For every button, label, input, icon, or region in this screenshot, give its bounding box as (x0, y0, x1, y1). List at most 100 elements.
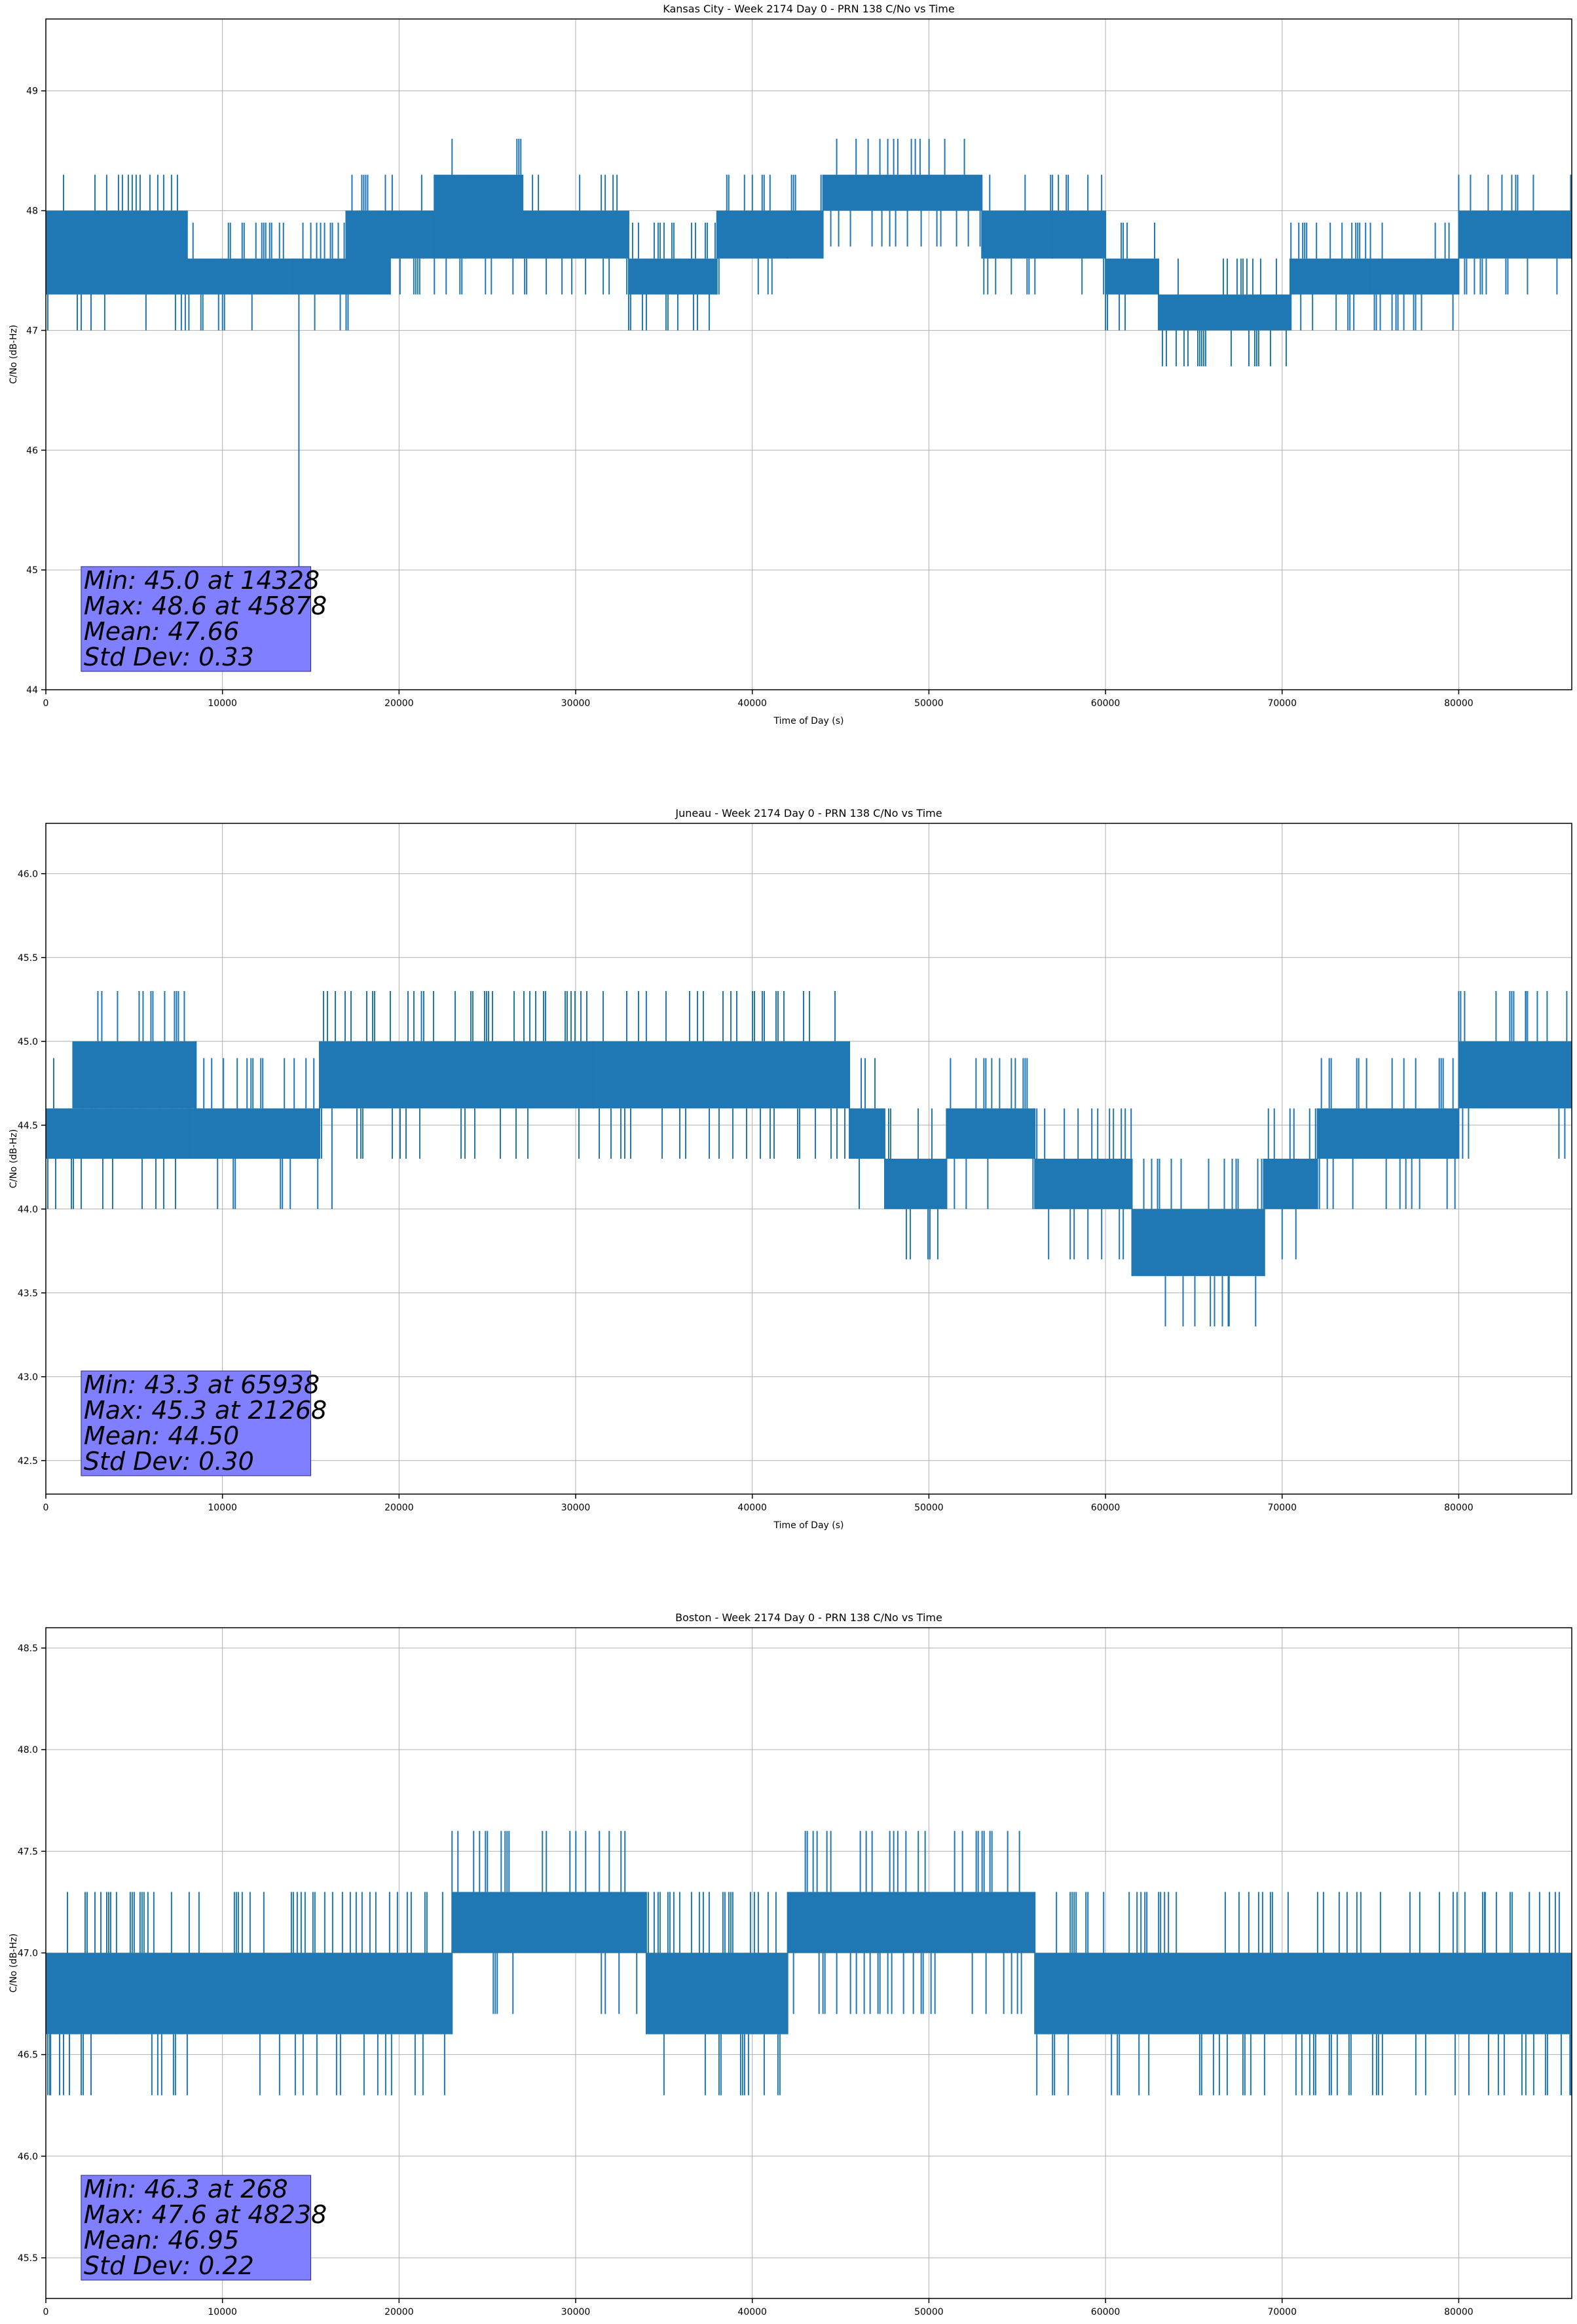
series-band (787, 210, 823, 259)
series-band-segment (319, 991, 594, 1159)
series-band-segment (523, 174, 629, 295)
series-band-segment (646, 1892, 788, 2095)
series-band-segment (849, 1058, 885, 1209)
y-tick-label: 43.0 (18, 1372, 38, 1383)
series-band-segment (787, 174, 824, 259)
series-band (116, 1953, 453, 2034)
series-band-segment (1193, 1892, 1572, 2095)
x-tick-label: 60000 (1091, 2307, 1121, 2317)
series-band (849, 1108, 885, 1159)
series-band-segment (946, 1058, 1036, 1209)
axes-frame (45, 1627, 1572, 2299)
y-tick-label: 47 (26, 326, 38, 336)
stats-line: Mean: 44.50 (84, 1421, 239, 1450)
series-band (823, 174, 982, 211)
series-band-segment (345, 174, 391, 331)
series-band-segment (1369, 210, 1460, 331)
series-band (787, 1892, 1035, 1953)
series-band (1132, 1209, 1265, 1277)
y-tick-label: 48.5 (18, 1643, 38, 1654)
series-band-segment (98, 174, 188, 331)
series-band-segment (196, 1041, 320, 1209)
series-band (46, 1953, 117, 2034)
stats-line: Std Dev: 0.22 (84, 2251, 254, 2280)
series-band-segment (46, 1892, 117, 2095)
series-band (346, 210, 390, 295)
y-tick-label: 46.5 (18, 2050, 38, 2061)
x-tick-label: 80000 (1444, 698, 1474, 709)
stats-line: Max: 48.6 at 45878 (84, 591, 327, 620)
series-band (319, 1041, 593, 1109)
series-band-segment (434, 138, 524, 295)
y-tick-label: 44 (26, 685, 38, 696)
series-band (1105, 258, 1159, 295)
series-band-segment (46, 174, 100, 331)
series-band-segment (593, 991, 851, 1159)
series-band-segment (1317, 1041, 1460, 1209)
series-band (390, 210, 435, 259)
stats-box (81, 1370, 312, 1476)
stats-line: Min: 43.3 at 65938 (84, 1370, 320, 1399)
series-band (628, 258, 717, 295)
chart-panel-2: 0 10000 20000 30000 40000 50000 60000 70000 8000… (9, 1611, 1572, 2317)
x-tick-label: 30000 (561, 1503, 591, 1513)
series-band (1264, 1159, 1318, 1209)
axes-frame (45, 823, 1572, 1495)
series-band (98, 210, 187, 295)
stats-box (81, 566, 312, 672)
x-tick-label: 10000 (208, 1503, 237, 1513)
series-band (293, 258, 346, 295)
series-band-segment (115, 1892, 453, 2095)
x-tick-label: 30000 (561, 698, 591, 709)
x-tick-label: 10000 (208, 2307, 237, 2317)
series-band (187, 258, 293, 295)
y-axis-label: C/No (dB-Hz) (9, 1934, 19, 1993)
chart-title: Kansas City - Week 2174 Day 0 - PRN 138 … (663, 3, 954, 15)
series-band-segment (982, 174, 1054, 295)
x-tick-label: 40000 (737, 2307, 767, 2317)
stats-box (81, 2175, 312, 2281)
y-tick-label: 48.0 (18, 1745, 38, 1755)
series-band (1291, 258, 1371, 295)
y-tick-label: 45 (26, 565, 38, 576)
y-tick-label: 49 (26, 86, 38, 97)
series-band (1458, 210, 1572, 259)
y-tick-label: 45.5 (18, 953, 38, 964)
series-band-segment (1458, 991, 1572, 1159)
x-tick-label: 0 (43, 1503, 49, 1513)
stats-line: Std Dev: 0.33 (84, 643, 254, 671)
series-band-segment (787, 1831, 1036, 2034)
chart-panel-0: 0 10000 20000 30000 40000 50000 60000 70000 8000… (9, 3, 1572, 726)
series-band-segment (823, 138, 983, 259)
series-band-segment (72, 991, 197, 1159)
series-band (46, 210, 99, 295)
x-tick-label: 60000 (1091, 698, 1121, 709)
series-band-segment (1105, 222, 1159, 331)
x-tick-label: 20000 (384, 698, 414, 709)
y-tick-label: 45.0 (18, 1037, 38, 1047)
series-band (196, 1108, 320, 1159)
y-tick-label: 43.5 (18, 1288, 38, 1299)
series-band (1158, 294, 1291, 331)
y-tick-label: 47.5 (18, 1846, 38, 1857)
series-band-segment (716, 174, 788, 295)
series-band (646, 1953, 788, 2034)
series-band (1193, 1953, 1572, 2034)
stats-line: Std Dev: 0.30 (84, 1447, 254, 1476)
x-tick-label: 60000 (1091, 1503, 1121, 1513)
series-band-segment (1132, 1159, 1265, 1326)
series-band (1035, 1953, 1194, 2034)
y-tick-label: 48 (26, 206, 38, 217)
x-axis-label: Time of Day (s) (773, 716, 844, 726)
chart-title: Boston - Week 2174 Day 0 - PRN 138 C/No … (675, 1611, 942, 1624)
series-band-segment (1158, 258, 1292, 367)
stats-line: Max: 47.6 at 48238 (84, 2200, 327, 2229)
x-tick-label: 20000 (384, 1503, 414, 1513)
series-band-segment (390, 174, 436, 295)
chart-title: Juneau - Week 2174 Day 0 - PRN 138 C/No … (675, 807, 942, 819)
series-band-segment (1264, 1108, 1318, 1260)
axes-frame (45, 18, 1572, 690)
